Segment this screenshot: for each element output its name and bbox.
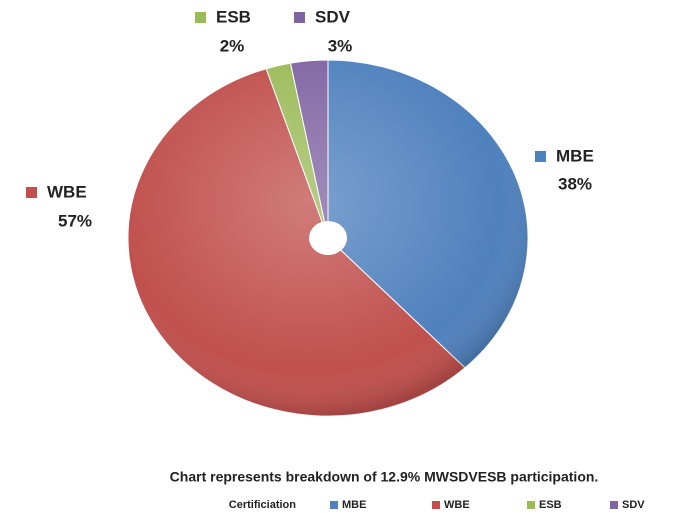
data-label-name: ESB (216, 7, 251, 26)
legend-marker (610, 501, 618, 509)
legend-marker (432, 501, 440, 509)
caption: Chart represents breakdown of 12.9% MWSD… (170, 469, 599, 485)
data-label-value: 57% (58, 211, 92, 230)
label-marker (26, 187, 37, 198)
label-marker (294, 12, 305, 23)
data-label-name: SDV (315, 7, 351, 26)
data-label-value: 2% (220, 36, 245, 55)
legend-label: MBE (342, 499, 366, 511)
legend-title: Certificiation (229, 499, 297, 511)
pie (127, 59, 529, 417)
legend-label: ESB (539, 499, 562, 511)
data-label-name: MBE (556, 146, 594, 165)
data-label-name: WBE (47, 182, 87, 201)
label-marker (535, 151, 546, 162)
label-marker (195, 12, 206, 23)
legend-label: SDV (622, 499, 645, 511)
data-label-value: 3% (328, 36, 353, 55)
pie-hole (309, 221, 347, 255)
data-label-value: 38% (558, 174, 592, 193)
legend-label: WBE (444, 499, 470, 511)
legend-marker (330, 501, 338, 509)
legend-marker (527, 501, 535, 509)
